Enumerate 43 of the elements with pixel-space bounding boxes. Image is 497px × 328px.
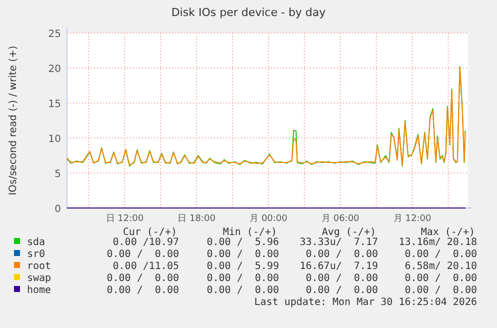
y-tick-label: 20 xyxy=(48,64,61,75)
y-tick-label: 10 xyxy=(48,134,61,145)
text: 0.00 / 0.00 xyxy=(106,285,179,296)
text: 0.00 / 5.99 xyxy=(206,261,279,272)
y-axis-title: IOs/second read (-) / write (+) xyxy=(8,46,19,196)
text: 0.00 /10.97 xyxy=(112,237,179,248)
text: 0.00 /11.05 xyxy=(112,261,179,272)
text: Last update: Mon Mar 30 16:25:04 2026 xyxy=(254,297,477,308)
legend-label: sda xyxy=(27,237,46,248)
y-tick-label: 0 xyxy=(54,204,61,215)
text: 33.33u/ 7.17 xyxy=(300,237,378,248)
text: 6.58m/ 20.10 xyxy=(404,261,477,272)
legend-label: swap xyxy=(27,273,52,284)
x-tick-label: 月 12:00 xyxy=(393,214,432,224)
text: Avg (-/+) xyxy=(322,227,376,238)
y-tick-label: 25 xyxy=(48,29,61,40)
text: 16.67u/ 7.19 xyxy=(300,261,378,272)
text: 0.00 / 0.00 xyxy=(404,285,477,296)
text: 0.00 / 0.00 xyxy=(306,285,378,296)
text: 0.00 / 0.00 xyxy=(206,273,279,284)
text: 0.00 / 0.00 xyxy=(206,249,279,260)
legend-label: sr0 xyxy=(27,249,46,260)
text: 0.00 / 0.00 xyxy=(206,285,279,296)
text: 0.00 / 0.00 xyxy=(306,249,378,260)
text: 0.00 / 0.00 xyxy=(404,249,477,260)
x-tick-label: 日 18:00 xyxy=(178,214,216,224)
x-tick-label: 月 00:00 xyxy=(250,214,288,224)
text: 0.00 / 0.00 xyxy=(306,273,378,284)
chart-title: Disk IOs per device - by day xyxy=(171,6,326,19)
x-tick-label: 月 06:00 xyxy=(321,214,360,224)
text: Min (-/+) xyxy=(222,227,277,238)
legend-label: root xyxy=(27,261,52,272)
text: 0.00 / 5.96 xyxy=(206,237,279,248)
text: Cur (-/+) xyxy=(122,227,177,238)
text: 0.00 / 0.00 xyxy=(404,273,477,284)
y-tick-label: 5 xyxy=(54,169,61,180)
y-tick-label: 15 xyxy=(48,99,61,110)
legend-label: home xyxy=(27,285,52,296)
text: 0.00 / 0.00 xyxy=(106,249,179,260)
x-tick-label: 日 12:00 xyxy=(106,214,144,224)
text: Max (-/+) xyxy=(420,227,475,238)
text: 0.00 / 0.00 xyxy=(106,273,179,284)
text: 13.16m/ 20.18 xyxy=(398,237,477,248)
